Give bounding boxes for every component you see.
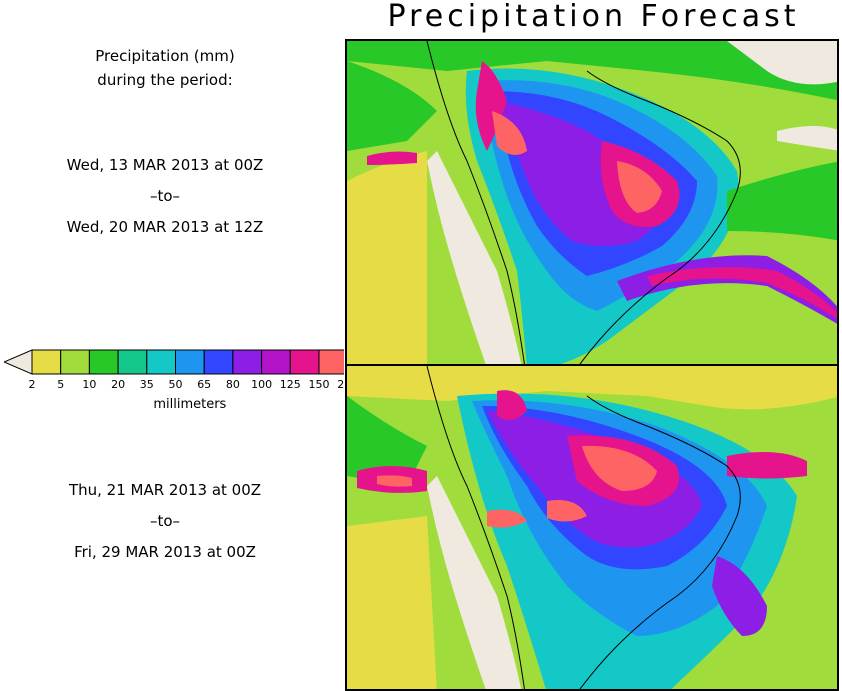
- period2-start: Thu, 21 MAR 2013 at 00Z: [68, 481, 262, 499]
- caption-line2: during the period:: [97, 71, 233, 89]
- legend-tick-label: 2: [29, 378, 36, 391]
- legend-tick-label: 20: [111, 378, 125, 391]
- period1-start: Wed, 13 MAR 2013 at 00Z: [66, 156, 264, 174]
- period2-sep: –to–: [149, 512, 181, 530]
- legend-swatch: [203, 349, 234, 375]
- period1-text: Wed, 13 MAR 2013 at 00Z –to– Wed, 20 MAR…: [0, 150, 330, 243]
- legend-tick-label: 50: [169, 378, 183, 391]
- period2-end: Fri, 29 MAR 2013 at 00Z: [74, 543, 256, 561]
- legend-tick-label: 35: [140, 378, 154, 391]
- legend-swatch: [261, 349, 291, 375]
- legend-swatch: [289, 349, 320, 375]
- legend-tick-label: 200: [337, 378, 344, 391]
- legend-swatch: [88, 349, 119, 375]
- legend-swatch: [146, 349, 177, 375]
- page-title: Precipitation Forecast: [387, 0, 800, 34]
- legend-tick-label: 150: [309, 378, 330, 391]
- color-legend: 2 5 10 20 35 50 65 80 100 125 150 200 millimeters: [2, 348, 375, 418]
- period2-text: Thu, 21 MAR 2013 at 00Z –to– Fri, 29 MAR…: [0, 475, 330, 568]
- legend-bar: 2 5 10 20 35 50 65 80 100 125 150 200 millimeters: [2, 349, 375, 412]
- legend-swatch: [60, 349, 90, 375]
- legend-tick-label: 100: [251, 378, 272, 391]
- map-period2: [345, 364, 839, 691]
- legend-swatch: [232, 349, 263, 375]
- legend-tick-label: 125: [280, 378, 301, 391]
- precip-map-top: [347, 41, 837, 364]
- map-period1: [345, 39, 839, 366]
- caption-line1: Precipitation (mm): [95, 47, 235, 65]
- legend-unit: millimeters: [153, 397, 226, 412]
- caption: Precipitation (mm) during the period:: [0, 44, 330, 92]
- legend-tick-label: 65: [197, 378, 211, 391]
- legend-tick-label: 5: [57, 378, 64, 391]
- legend-tick-label: 80: [226, 378, 240, 391]
- legend-swatch: [31, 349, 62, 375]
- precip-map-bottom: [347, 366, 837, 689]
- period1-sep: –to–: [149, 187, 181, 205]
- legend-swatch: [175, 349, 205, 375]
- legend-arrow-low: [2, 349, 33, 375]
- legend-swatch: [318, 349, 349, 375]
- legend-swatch: [117, 349, 148, 375]
- period1-end: Wed, 20 MAR 2013 at 12Z: [66, 218, 264, 236]
- legend-tick-label: 10: [82, 378, 96, 391]
